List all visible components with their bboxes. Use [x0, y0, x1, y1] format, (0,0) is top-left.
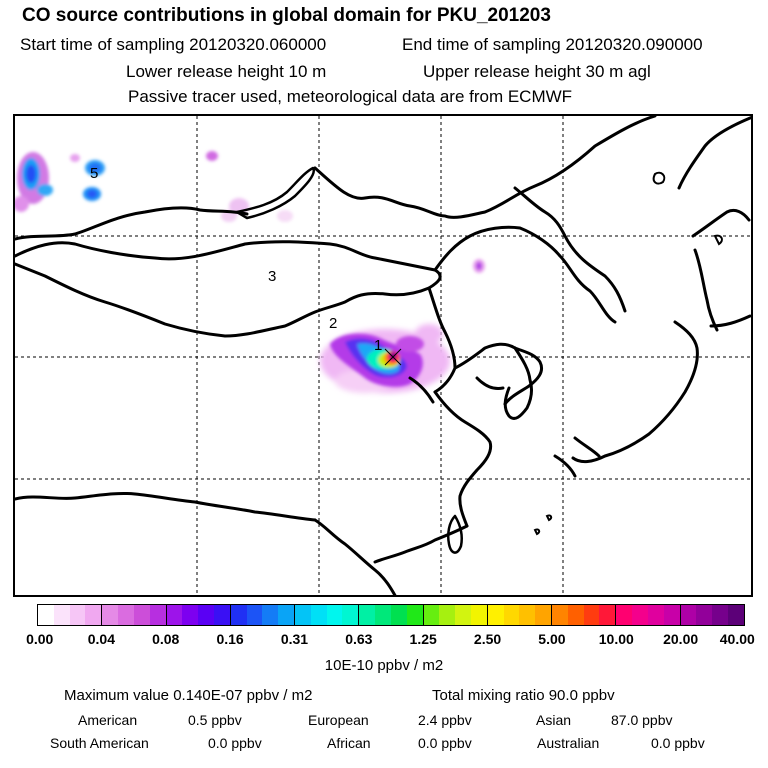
colorbar-segment [262, 605, 279, 625]
australian-value: 0.0 ppbv [651, 735, 705, 751]
colorbar-segment [519, 605, 536, 625]
plot-title: CO source contributions in global domain… [22, 5, 551, 26]
colorbar-segment [342, 605, 360, 625]
colorbar-segment [423, 605, 440, 625]
colorbar-tick-label: 2.50 [473, 631, 502, 647]
colorbar-segment [647, 605, 664, 625]
colorbar-segment [696, 605, 713, 625]
colorbar-segment [552, 605, 568, 625]
asian-label: Asian [536, 712, 572, 728]
colorbar-segment [712, 605, 728, 625]
lower-release-height-label: Lower release height 10 m [126, 62, 327, 81]
region-label-2: 2 [329, 315, 338, 332]
colorbar-segment [680, 605, 697, 625]
colorbar-segment [149, 605, 167, 625]
colorbar-segment [503, 605, 520, 625]
african-value: 0.0 ppbv [418, 735, 472, 751]
colorbar-tick-label: 0.00 [26, 631, 54, 647]
colorbar-segment [278, 605, 295, 625]
colorbar-segment [118, 605, 134, 625]
european-label: European [308, 712, 369, 728]
south-american-label: South American [50, 735, 149, 751]
colorbar-tick-label: 0.31 [280, 631, 309, 647]
colorbar-segment [198, 605, 214, 625]
end-time-label: End time of sampling 20120320.090000 [402, 35, 703, 54]
colorbar-segment [470, 605, 488, 625]
colorbar-segment [133, 605, 150, 625]
colorbar-segment [230, 605, 247, 625]
colorbar [37, 604, 745, 626]
region-label-5: 5 [90, 165, 99, 182]
colorbar-tick-label: 1.25 [409, 631, 437, 647]
african-label: African [327, 735, 371, 751]
colorbar-tick-label: 10.00 [598, 631, 634, 647]
colorbar-tick-label: 5.00 [538, 631, 566, 647]
colorbar-segment [439, 605, 456, 625]
start-time-label: Start time of sampling 20120320.060000 [20, 35, 327, 54]
colorbar-segment [69, 605, 86, 625]
colorbar-segment [616, 605, 633, 625]
south-american-value: 0.0 ppbv [208, 735, 262, 751]
maximum-value-label: Maximum value 0.140E-07 ppbv / m2 [64, 687, 313, 704]
colorbar-segment [406, 605, 424, 625]
colorbar-segment [213, 605, 231, 625]
colorbar-segment [38, 605, 54, 625]
european-value: 2.4 ppbv [418, 712, 472, 728]
australian-label: Australian [537, 735, 600, 751]
colorbar-segment [326, 605, 343, 625]
colorbar-segment [487, 605, 504, 625]
map-canvas [15, 116, 751, 595]
region-label-1: 1 [374, 337, 383, 354]
colorbar-segment [567, 605, 584, 625]
american-value: 0.5 ppbv [188, 712, 242, 728]
colorbar-segment [246, 605, 263, 625]
colorbar-segment [390, 605, 407, 625]
colorbar-segment [455, 605, 471, 625]
colorbar-segment [295, 605, 311, 625]
colorbar-segment [166, 605, 183, 625]
map-coastlines [15, 116, 751, 595]
colorbar-segment [310, 605, 327, 625]
tracer-info-label: Passive tracer used, meteorological data… [128, 87, 573, 106]
colorbar-tick-label: 40.00 [719, 631, 755, 647]
colorbar-tick-label: 20.00 [663, 631, 699, 647]
colorbar-tick-label: 0.08 [152, 631, 180, 647]
concentration-plume [15, 151, 485, 393]
colorbar-segment [359, 605, 376, 625]
colorbar-segment [632, 605, 648, 625]
total-mixing-ratio-label: Total mixing ratio 90.0 ppbv [432, 687, 615, 704]
map-panel[interactable]: 1 2 3 5 [13, 114, 753, 597]
region-label-3: 3 [268, 268, 277, 285]
colorbar-tick-label: 0.04 [87, 631, 115, 647]
colorbar-segment [583, 605, 600, 625]
upper-release-height-label: Upper release height 30 m agl [423, 62, 651, 81]
colorbar-segment [53, 605, 70, 625]
colorbar-segment [599, 605, 617, 625]
colorbar-segment [663, 605, 681, 625]
colorbar-segment [375, 605, 391, 625]
asian-value: 87.0 ppbv [611, 712, 673, 728]
colorbar-segment [182, 605, 199, 625]
colorbar-tick-label: 0.16 [216, 631, 244, 647]
colorbar-segment [727, 605, 744, 625]
colorbar-units: 10E-10 ppbv / m2 [324, 657, 444, 674]
colorbar-segment [535, 605, 552, 625]
colorbar-tick-label: 0.63 [345, 631, 373, 647]
colorbar-segment [102, 605, 119, 625]
colorbar-segment [85, 605, 103, 625]
american-label: American [78, 712, 138, 728]
